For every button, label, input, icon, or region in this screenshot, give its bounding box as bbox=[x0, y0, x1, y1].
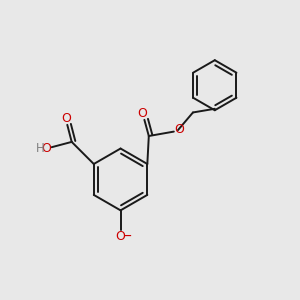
Text: O: O bbox=[116, 230, 125, 243]
Text: −: − bbox=[122, 231, 132, 241]
Text: O: O bbox=[61, 112, 71, 125]
Text: O: O bbox=[41, 142, 51, 155]
Text: O: O bbox=[174, 123, 184, 136]
Text: O: O bbox=[137, 107, 147, 120]
Text: H: H bbox=[36, 142, 45, 155]
